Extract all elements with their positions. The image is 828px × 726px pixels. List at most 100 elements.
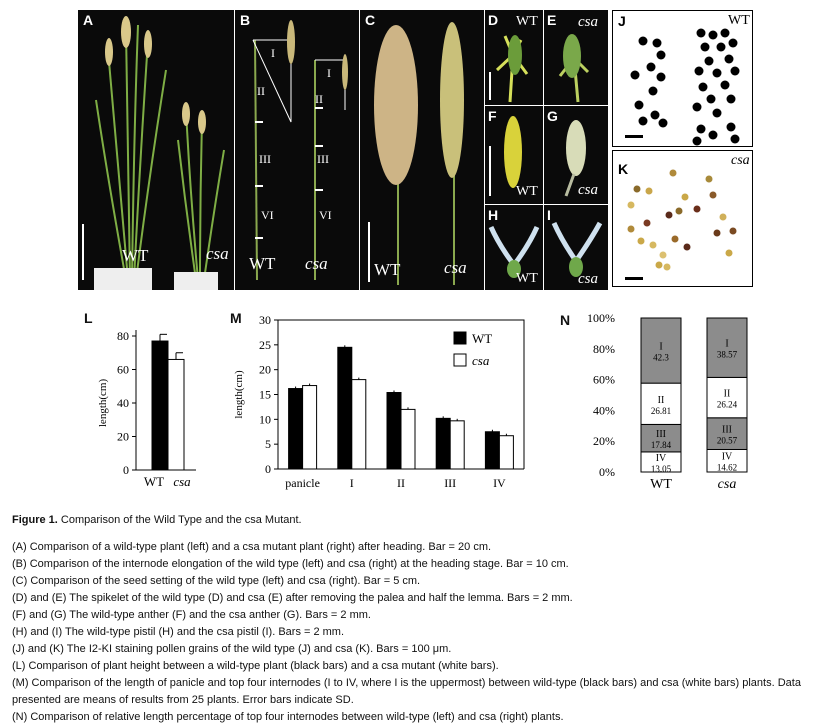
csa-label-c: csa <box>444 258 467 277</box>
segment-n-WT-II <box>640 382 682 425</box>
value-label-n-csa-III: 20.57 <box>717 436 738 446</box>
y-tick-label-m-1: 5 <box>265 437 271 451</box>
csa-label-b: csa <box>305 254 328 273</box>
panel-label-i: I <box>547 207 551 223</box>
bar-m-WT-IV <box>484 431 500 470</box>
x-tick-label-m-1: I <box>350 476 354 490</box>
chart-l-plant-height: 0 20 40 60 80 length(cm) WT csa <box>97 329 196 489</box>
segment-n-WT-III <box>640 423 682 453</box>
panel-label-e: E <box>547 12 557 28</box>
panel-j-photo: J WT <box>612 10 753 147</box>
x-tick-label-m-2: II <box>397 476 405 490</box>
panel-label-m: M <box>230 310 242 326</box>
panicles-illustration <box>368 22 464 285</box>
y-axis-title-l: length(cm) <box>97 379 109 428</box>
chart-n-relative-length: 0%20%40%60%80%100%13.05IV17.84III26.81II… <box>587 311 748 492</box>
panel-label-c: C <box>365 12 376 28</box>
panel-c-photo: C WT csa <box>360 10 484 290</box>
x-tick-label-n-1: csa <box>718 477 737 492</box>
y-tick-label-l-4: 80 <box>117 329 129 343</box>
y-tick-label-n-3: 60% <box>593 373 615 387</box>
legend-label-m-WT: WT <box>472 331 492 346</box>
y-tick-label-l-3: 60 <box>117 363 129 377</box>
segment-label-i-wt: I <box>271 46 275 60</box>
segment-n-csa-I <box>706 317 748 378</box>
y-tick-label-n-5: 100% <box>587 311 615 325</box>
caption-item-n: (N) Comparison of relative length percen… <box>12 711 564 723</box>
csa-label-k: csa <box>731 153 750 168</box>
segment-label-n-csa-II: II <box>724 389 731 400</box>
bar-m-WT-III <box>435 417 451 470</box>
panel-e-photo: E csa <box>544 10 608 105</box>
x-tick-label-n-0: WT <box>650 477 672 492</box>
y-tick-label-n-1: 20% <box>593 434 615 448</box>
wt-label-b: WT <box>249 254 276 273</box>
panel-label-a: A <box>83 12 94 28</box>
panel-a-photo: A WT csa <box>78 10 234 290</box>
segment-label-iii-wt: III <box>259 152 271 166</box>
plot-frame-m <box>278 319 525 469</box>
bar-m-WT-II <box>386 392 402 470</box>
rice-plants-illustration <box>82 16 225 290</box>
caption-item-fg: (F) and (G) The wild-type anther (F) and… <box>12 609 371 621</box>
panel-g-photo: G csa <box>544 106 608 204</box>
y-tick-label-n-2: 40% <box>593 403 615 417</box>
x-tick-label-m-0: panicle <box>285 476 320 490</box>
panel-label-n: N <box>560 312 571 328</box>
value-label-n-csa-IV: 14.62 <box>717 463 737 473</box>
legend-label-m-csa: csa <box>472 353 490 368</box>
bar-m-csa-panicle <box>302 385 318 470</box>
panel-label-h: H <box>488 207 499 223</box>
caption-item-c: (C) Comparison of the seed setting of th… <box>12 575 421 587</box>
segment-label-iii-csa: III <box>317 152 329 166</box>
y-tick-label-n-4: 80% <box>593 342 615 356</box>
segment-n-WT-I <box>640 317 682 384</box>
bar-m-WT-panicle <box>288 388 304 470</box>
x-tick-label-m-3: III <box>444 476 456 490</box>
y-tick-label-l-2: 40 <box>117 396 129 410</box>
legend-swatch-m-csa <box>453 353 467 367</box>
panel-label-f: F <box>488 108 497 124</box>
x-tick-label-m-4: IV <box>493 476 506 490</box>
panel-label-g: G <box>547 108 558 124</box>
panel-d-photo: D WT <box>485 10 543 105</box>
caption-item-a: (A) Comparison of a wild-type plant (lef… <box>12 541 492 553</box>
bar-m-WT-I <box>337 346 353 470</box>
y-tick-label-l-1: 20 <box>117 430 129 444</box>
csa-anther-illustration <box>564 120 586 197</box>
x-tick-label-l-1: csa <box>173 474 191 489</box>
wt-label-c: WT <box>374 260 401 279</box>
bar-m-csa-I <box>351 379 367 470</box>
panel-label-d: D <box>488 12 499 28</box>
segment-label-n-csa-III: III <box>722 425 732 436</box>
panel-h-photo: H WT <box>485 205 543 290</box>
y-tick-label-l-0: 0 <box>123 463 129 477</box>
caption-item-hi: (H) and (I) The wild-type pistil (H) and… <box>12 626 345 638</box>
figure-label: Figure 1. <box>12 514 58 526</box>
wt-label-f: WT <box>516 184 538 199</box>
segment-label-n-WT-II: II <box>658 395 665 406</box>
segment-label-n-WT-III: III <box>656 429 666 440</box>
value-label-n-WT-II: 26.81 <box>651 406 671 416</box>
y-tick-label-m-5: 25 <box>259 338 271 352</box>
value-label-n-csa-II: 26.24 <box>717 400 738 410</box>
segment-label-n-csa-I: I <box>725 339 728 350</box>
segment-label-ii-wt: II <box>257 84 265 98</box>
caption-item-b: (B) Comparison of the internode elongati… <box>12 558 569 570</box>
value-label-n-csa-I: 38.57 <box>717 350 738 360</box>
value-label-n-WT-IV: 13.05 <box>651 464 672 474</box>
csa-spikelet-illustration <box>558 34 590 103</box>
caption-item-de: (D) and (E) The spikelet of the wild typ… <box>12 592 573 604</box>
figure-caption: Figure 1. Comparison of the Wild Type an… <box>12 512 822 726</box>
wt-pollen-grains-illustration <box>625 28 740 146</box>
csa-label-a: csa <box>206 244 229 263</box>
value-label-n-WT-III: 17.84 <box>651 440 672 450</box>
csa-label-g: csa <box>578 182 598 198</box>
caption-item-m: (M) Comparison of the length of panicle … <box>12 677 801 706</box>
segment-label-ii-csa: II <box>315 92 323 106</box>
caption-item-jk: (J) and (K) The I2-KI staining pollen gr… <box>12 643 452 655</box>
bar-l-WT <box>151 340 169 471</box>
wt-anther-illustration <box>489 116 522 196</box>
panel-b-photo: B I II III VI I II III VI WT csa <box>235 10 359 290</box>
bar-m-csa-III <box>449 420 465 470</box>
